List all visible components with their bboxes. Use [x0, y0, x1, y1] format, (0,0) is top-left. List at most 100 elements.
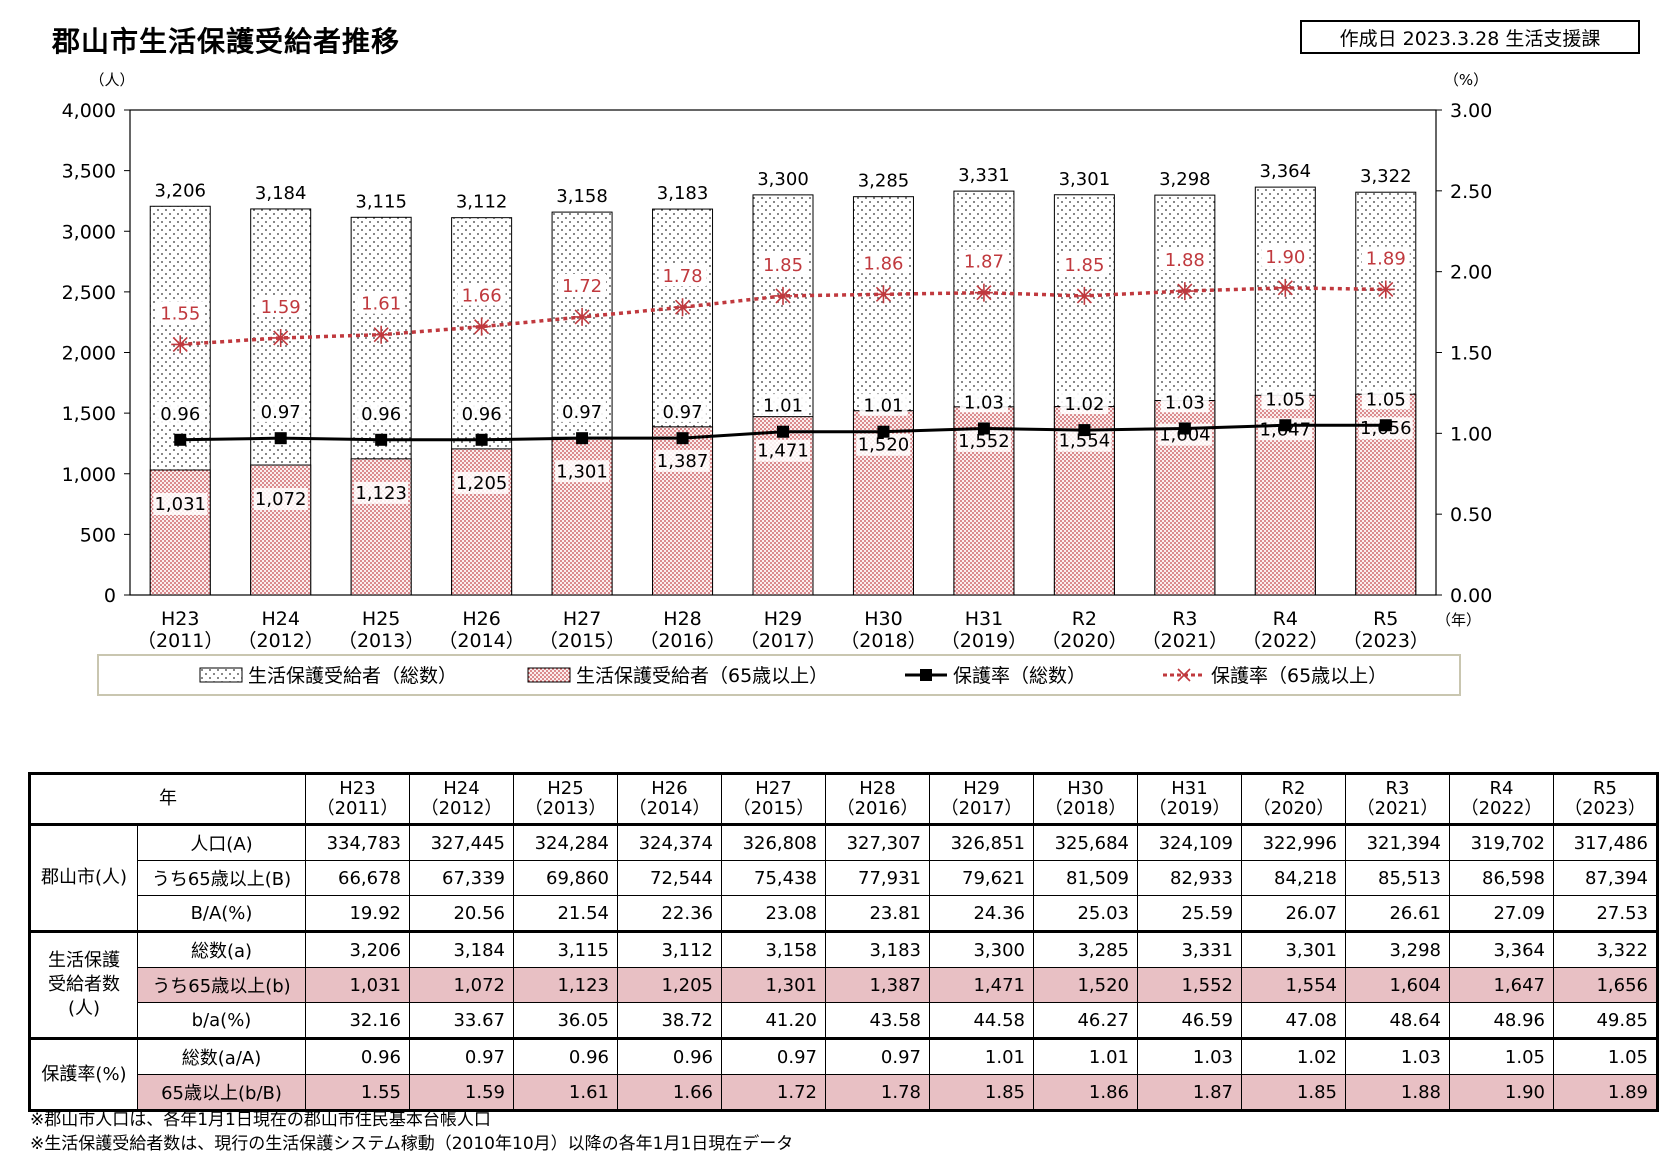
- table-cell: 21.54: [513, 895, 618, 932]
- y2-axis-unit: （%）: [1444, 71, 1488, 89]
- column-year: （2011）: [316, 798, 399, 819]
- label-rate-senior: 1.87: [964, 252, 1004, 273]
- column-year: （2013）: [524, 798, 607, 819]
- label-bg: [457, 401, 506, 424]
- table-cell: 1.85: [1241, 1074, 1346, 1111]
- y-tick-label: 0: [104, 585, 116, 607]
- bar-total-label: 3,300: [757, 169, 809, 190]
- table-cell: 1,656: [1553, 967, 1658, 1003]
- bar-senior-label: 1,520: [858, 435, 910, 456]
- bar-senior-label-bg: [956, 429, 1011, 452]
- bar-total-label: 3,115: [355, 191, 407, 212]
- label-bg: [256, 400, 305, 423]
- label-rate-total: 0.96: [160, 404, 200, 425]
- group-label-line: (人): [67, 998, 101, 1019]
- point-rate-total: [274, 432, 287, 445]
- table-cell: 48.96: [1449, 1002, 1554, 1039]
- y2-tick-label: 2.50: [1450, 181, 1492, 203]
- table-cell: 1.85: [929, 1074, 1034, 1111]
- table-cell: 79,621: [929, 860, 1034, 896]
- table-cell: 72,544: [617, 860, 722, 896]
- table-cell: 19.92: [305, 895, 410, 932]
- y2-tick-label: 1.00: [1450, 423, 1492, 445]
- table-cell: 1,604: [1345, 967, 1450, 1003]
- table-column-header: R5 （2023）: [1553, 773, 1658, 826]
- table-column-header: H26 （2014）: [617, 773, 722, 826]
- table-cell: 1.01: [929, 1037, 1034, 1075]
- table-header-row: 年 H23 （2011） H24 （2012） H25 （2013） H26 （2014） H27…: [29, 773, 1658, 826]
- table-cell: 32.16: [305, 1002, 410, 1039]
- legend-marker-senior: [1177, 668, 1191, 682]
- column-era: R3: [1385, 778, 1410, 799]
- date-box: 作成日 2023.3.28 生活支援課: [1300, 20, 1640, 54]
- table-row: 生活保護 受給者数 (人) 総数(a) 3,206 3,184 3,115 3,112 3,15…: [29, 930, 1658, 1039]
- y-tick-label: 2,000: [62, 343, 116, 365]
- table-cell: 3,322: [1553, 930, 1658, 968]
- table-column-header: H31 （2019）: [1137, 773, 1242, 826]
- point-rate-senior: [1175, 282, 1194, 301]
- table-row-label: 総数(a): [137, 930, 306, 968]
- label-bg: [1160, 248, 1209, 271]
- table-cell: 41.20: [721, 1002, 826, 1039]
- label-bg: [457, 283, 506, 306]
- table-cell: 82,933: [1137, 860, 1242, 896]
- bar-senior: [350, 458, 412, 596]
- bar-senior-label: 1,205: [456, 473, 508, 494]
- x-tick-label: H25: [362, 608, 400, 630]
- label-bg: [1060, 392, 1109, 415]
- note-line: ※生活保護受給者数は、現行の生活保護システム稼動（2010年10月）以降の各年1…: [30, 1134, 794, 1154]
- column-era: H27: [755, 778, 792, 799]
- column-era: H29: [963, 778, 1000, 799]
- point-rate-total: [475, 433, 488, 446]
- table-row-label: 総数(a/A): [137, 1037, 306, 1075]
- x-tick-year: （2020）: [1041, 630, 1127, 652]
- bar-total-label: 3,184: [255, 183, 307, 204]
- x-tick-year: （2019）: [941, 630, 1027, 652]
- point-rate-senior: [573, 307, 592, 326]
- label-bg: [1361, 387, 1410, 410]
- table-cell: 77,931: [825, 860, 930, 896]
- table-cell: 1.66: [617, 1074, 722, 1111]
- column-year: （2023）: [1564, 798, 1646, 819]
- group-label-line: 受給者数: [48, 974, 120, 995]
- label-rate-total: 1.05: [1265, 389, 1305, 410]
- label-rate-senior: 1.89: [1366, 248, 1406, 269]
- table-row: うち65歳以上(B) 66,678 67,339 69,860 72,544 75,438…: [30, 860, 1658, 896]
- group-label-line: 生活保護: [48, 950, 120, 971]
- table-cell: 324,109: [1137, 824, 1242, 861]
- point-rate-total: [1078, 424, 1091, 437]
- table-cell: 3,115: [513, 930, 618, 968]
- label-bg: [357, 291, 406, 314]
- table-cell: 324,284: [513, 824, 618, 861]
- label-rate-senior: 1.85: [1064, 255, 1104, 276]
- bar-total-label: 3,158: [556, 186, 608, 207]
- bar-total-label: 3,298: [1159, 169, 1211, 190]
- table-cell: 3,183: [825, 930, 930, 968]
- table-cell: 1.78: [825, 1074, 930, 1111]
- column-era: R4: [1489, 778, 1514, 799]
- table-cell: 22.36: [617, 895, 722, 932]
- column-era: H25: [547, 778, 584, 799]
- column-era: H23: [339, 778, 376, 799]
- y-tick-label: 1,000: [62, 464, 116, 486]
- label-rate-senior: 1.66: [462, 286, 502, 307]
- table-cell: 322,996: [1241, 824, 1346, 861]
- column-era: R5: [1593, 778, 1617, 799]
- x-tick-year: （2018）: [840, 630, 926, 652]
- table-cell: 0.97: [409, 1037, 514, 1075]
- legend-box: [97, 654, 1461, 696]
- bar-total-label: 3,285: [858, 171, 910, 192]
- table-cell: 67,339: [409, 860, 514, 896]
- table-column-header: H24 （2012）: [409, 773, 514, 826]
- bar-senior-label-bg: [655, 449, 710, 472]
- table-cell: 1,031: [305, 967, 410, 1003]
- table-cell: 1.61: [513, 1074, 618, 1111]
- label-rate-senior: 1.85: [763, 255, 803, 276]
- table-cell: 69,860: [513, 860, 618, 896]
- label-bg: [558, 400, 607, 423]
- table-cell: 3,298: [1345, 930, 1450, 968]
- table-cell: 49.85: [1553, 1002, 1658, 1039]
- label-bg: [1261, 244, 1310, 267]
- bar-senior-label: 1,552: [958, 431, 1010, 452]
- table-cell: 0.96: [513, 1037, 618, 1075]
